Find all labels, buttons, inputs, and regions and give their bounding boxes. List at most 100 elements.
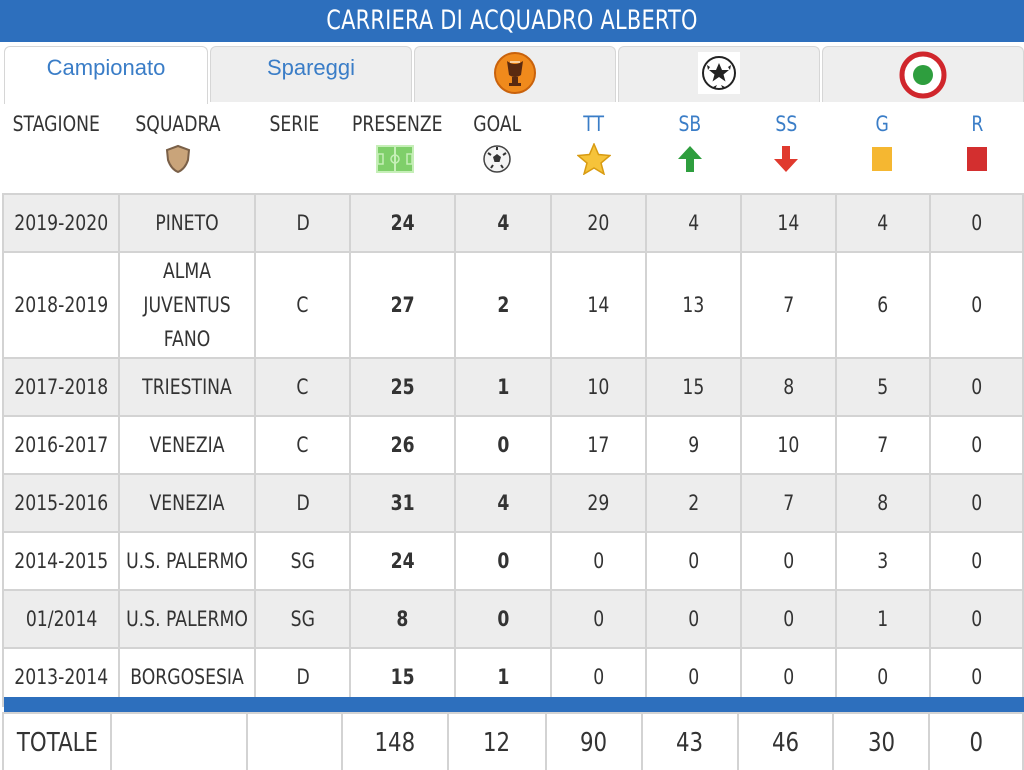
tab-spareggi-label: Spareggi xyxy=(266,55,356,80)
cell-presenze: 8 xyxy=(349,589,456,649)
cell-g: 8 xyxy=(834,473,932,533)
cell-goal: 4 xyxy=(453,473,553,533)
cell-presenze: 31 xyxy=(349,473,456,533)
cell-presenze: 26 xyxy=(349,415,456,475)
cell-tt: 17 xyxy=(550,415,648,475)
page-title: CARRIERA DI ACQUADRO ALBERTO xyxy=(0,0,1024,42)
totals-row: TOTALE 148 12 90 43 46 30 0 xyxy=(2,712,1024,770)
star-icon xyxy=(546,142,642,176)
cell-serie: C xyxy=(254,415,352,475)
cell-r: 0 xyxy=(929,251,1024,359)
cell-ss: 10 xyxy=(739,415,837,475)
table-header: STAGIONE SQUADRA SERIE PRESENZE GOAL TT … xyxy=(0,104,1024,190)
cell-ss: 7 xyxy=(739,473,837,533)
cell-g: 4 xyxy=(834,193,932,253)
tab-spareggi[interactable]: Spareggi xyxy=(210,46,412,102)
cell-presenze: 25 xyxy=(349,357,456,417)
header-r: R xyxy=(930,104,1024,190)
cell-squadra[interactable]: ALMA JUVENTUS FANO xyxy=(118,251,257,359)
cell-stagione: 2017-2018 xyxy=(1,357,121,417)
header-presenze: PRESENZE xyxy=(342,104,448,190)
cell-goal: 1 xyxy=(453,357,553,417)
tab-coppa-italia[interactable] xyxy=(822,46,1024,102)
cell-sb: 9 xyxy=(645,415,742,475)
football-pitch-icon xyxy=(342,142,448,176)
cell-stagione: 01/2014 xyxy=(1,589,121,649)
cell-goal: 1 xyxy=(453,647,553,707)
cell-serie: D xyxy=(254,473,352,533)
cell-r: 0 xyxy=(929,415,1024,475)
cell-sb: 2 xyxy=(645,473,742,533)
table-row: 2017-2018 TRIESTINA C 25 1 10 15 8 5 0 xyxy=(1,357,1024,417)
header-tt: TT xyxy=(546,104,642,190)
tab-campionato-label: Campionato xyxy=(46,55,166,80)
totals-label: TOTALE xyxy=(2,712,112,770)
cell-serie: D xyxy=(254,193,352,253)
coppa-italia-roundel-icon xyxy=(899,51,947,113)
cell-presenze: 24 xyxy=(349,531,456,591)
cell-tt: 0 xyxy=(550,589,648,649)
cell-goal: 0 xyxy=(453,415,553,475)
table-row: 2016-2017 VENEZIA C 26 0 17 9 10 7 0 xyxy=(1,415,1024,475)
cell-goal: 0 xyxy=(453,531,553,591)
cell-goal: 4 xyxy=(453,193,553,253)
tab-champions-league[interactable] xyxy=(618,46,820,102)
cell-g: 5 xyxy=(834,357,932,417)
cell-goal: 2 xyxy=(453,251,553,359)
cell-stagione: 2018-2019 xyxy=(1,251,121,359)
table-row: 2015-2016 VENEZIA D 31 4 29 2 7 8 0 xyxy=(1,473,1024,533)
cell-sb: 13 xyxy=(645,251,742,359)
cell-squadra[interactable]: VENEZIA xyxy=(118,473,257,533)
cell-sb: 4 xyxy=(645,193,742,253)
header-squadra: SQUADRA xyxy=(110,104,246,190)
header-goal: GOAL xyxy=(448,104,546,190)
totals-squadra xyxy=(109,712,248,770)
cell-r: 0 xyxy=(929,589,1024,649)
table-row: 2018-2019 ALMA JUVENTUS FANO C 27 2 14 13 7 6 0 xyxy=(1,251,1024,359)
cell-serie: C xyxy=(254,357,352,417)
red-card-icon xyxy=(930,142,1024,176)
cell-squadra[interactable]: VENEZIA xyxy=(118,415,257,475)
cell-g: 7 xyxy=(834,415,932,475)
tab-campionato[interactable]: Campionato xyxy=(4,46,208,104)
cell-presenze: 24 xyxy=(349,193,456,253)
cell-squadra[interactable]: PINETO xyxy=(118,193,257,253)
shield-icon xyxy=(110,142,246,176)
cell-r: 0 xyxy=(929,473,1024,533)
table-divider xyxy=(4,697,1024,712)
cell-stagione: 2014-2015 xyxy=(1,531,121,591)
header-sb: SB xyxy=(642,104,738,190)
totals-r: 0 xyxy=(928,712,1024,770)
cell-stagione: 2015-2016 xyxy=(1,473,121,533)
cell-squadra[interactable]: U.S. PALERMO xyxy=(118,589,257,649)
table-row: 2019-2020 PINETO D 24 4 20 4 14 4 0 xyxy=(1,193,1024,253)
totals-presenze: 148 xyxy=(341,712,450,770)
cell-tt: 29 xyxy=(550,473,648,533)
totals-serie xyxy=(245,712,344,770)
header-stagione: STAGIONE xyxy=(12,112,100,136)
cell-g: 3 xyxy=(834,531,932,591)
totals-tt: 90 xyxy=(544,712,643,770)
champions-league-ball-icon xyxy=(697,51,741,109)
cell-r: 0 xyxy=(929,193,1024,253)
table-row: 01/2014 U.S. PALERMO SG 8 0 0 0 0 1 0 xyxy=(1,589,1024,649)
tab-europa-league[interactable] xyxy=(414,46,616,102)
competition-tabs: Campionato Spareggi xyxy=(0,46,1024,104)
cell-squadra[interactable]: U.S. PALERMO xyxy=(118,531,257,591)
header-ss: SS xyxy=(738,104,834,190)
cell-ss: 14 xyxy=(739,193,837,253)
cell-sb: 0 xyxy=(645,531,742,591)
cell-presenze: 15 xyxy=(349,647,456,707)
soccer-ball-icon xyxy=(448,142,546,176)
header-g: G xyxy=(834,104,930,190)
cell-serie: C xyxy=(254,251,352,359)
cell-presenze: 27 xyxy=(349,251,456,359)
cell-stagione: 2016-2017 xyxy=(1,415,121,475)
cell-ss: 0 xyxy=(739,531,837,591)
arrow-down-icon xyxy=(738,142,834,176)
cell-ss: 0 xyxy=(739,589,837,649)
cell-squadra[interactable]: TRIESTINA xyxy=(118,357,257,417)
header-serie: SERIE xyxy=(269,112,319,136)
cell-r: 0 xyxy=(929,357,1024,417)
totals-goal: 12 xyxy=(447,712,547,770)
